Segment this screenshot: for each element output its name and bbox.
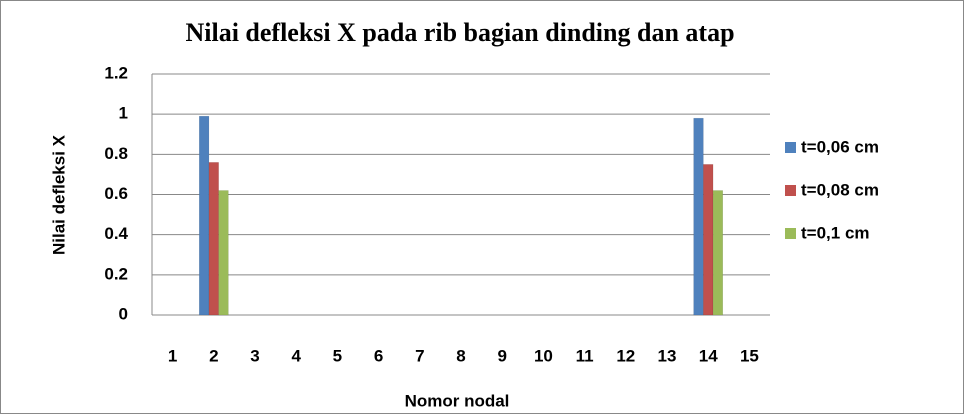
x-tick-label: 4 — [291, 346, 301, 365]
x-tick-label: 14 — [699, 346, 718, 365]
y-tick-label: 0.2 — [104, 264, 128, 283]
legend-label: t=0,08 cm — [801, 180, 879, 199]
bar — [693, 117, 704, 316]
x-tick-label: 1 — [168, 346, 177, 365]
bar — [703, 164, 714, 316]
bar — [208, 162, 219, 316]
x-tick-label: 8 — [456, 346, 465, 365]
y-tick-label: 0.6 — [104, 184, 128, 203]
x-axis-title: Nomor nodal — [405, 391, 510, 410]
legend-swatch — [785, 228, 796, 239]
bar — [199, 115, 210, 316]
bar — [218, 190, 229, 316]
legend-swatch — [785, 185, 796, 196]
x-tick-label: 6 — [374, 346, 383, 365]
legend-label: t=0,06 cm — [801, 137, 879, 156]
y-tick-label: 0.8 — [104, 144, 128, 163]
x-tick-label: 2 — [209, 346, 218, 365]
y-tick-label: 1 — [119, 104, 128, 123]
x-tick-label: 11 — [576, 346, 594, 365]
chart-title: Nilai defleksi X pada rib bagian dinding… — [185, 18, 734, 47]
y-tick-label: 0.4 — [104, 224, 128, 243]
y-axis-title: Nilai defleksi X — [49, 134, 68, 255]
legend-label: t=0,1 cm — [801, 223, 870, 242]
x-tick-label: 10 — [534, 346, 553, 365]
x-tick-label: 9 — [497, 346, 506, 365]
x-tick-label: 13 — [658, 346, 677, 365]
y-tick-label: 1.2 — [104, 63, 128, 82]
x-tick-label: 3 — [250, 346, 259, 365]
bar — [712, 190, 723, 316]
x-tick-label: 7 — [415, 346, 424, 365]
legend-swatch — [785, 142, 796, 153]
y-tick-label: 0 — [119, 304, 128, 323]
x-tick-label: 5 — [333, 346, 342, 365]
x-tick-label: 12 — [616, 346, 635, 365]
x-tick-label: 15 — [740, 346, 759, 365]
